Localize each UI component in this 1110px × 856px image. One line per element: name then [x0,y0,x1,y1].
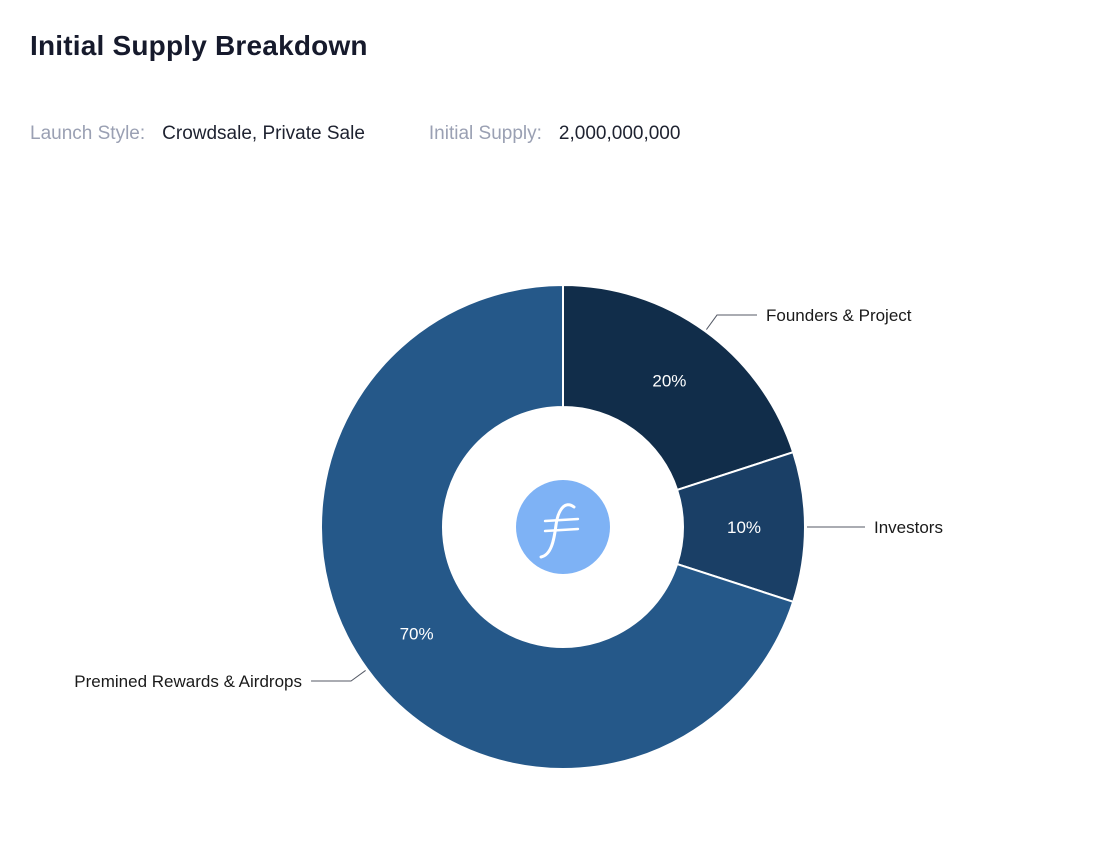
value-label-founders-and-project: 20% [652,372,686,391]
supply-meta: Launch Style: Crowdsale, Private Sale In… [30,123,680,145]
category-label-premined-rewards-and-airdrops: Premined Rewards & Airdrops [74,672,302,691]
value-label-premined-rewards-and-airdrops: 70% [400,624,434,643]
launch-style-value: Crowdsale, Private Sale [162,123,365,144]
filecoin-logo-icon [516,480,610,574]
donut-labels: 20% Founders & Project 10% Investors 70% Prem… [74,306,943,691]
logo-bar-bottom [543,527,580,533]
slice-premined-rewards-and-airdrops [320,284,795,770]
initial-supply-value: 2,000,000,000 [558,123,681,144]
page-title: Initial Supply Breakdown [30,30,368,61]
category-label-founders-and-project: Founders & Project [766,306,912,325]
logo-badge [516,480,610,574]
launch-style-label: Launch Style: [30,123,146,144]
value-label-investors: 10% [727,518,761,537]
logo-stroke-f [539,503,576,559]
donut-leader-lines [311,314,865,682]
leader-line-founders-and-project [706,314,757,330]
category-label-investors: Investors [874,518,943,537]
leader-line-premined-rewards-and-airdrops [311,670,366,682]
slice-founders-and-project [562,284,795,491]
logo-bar-top [543,517,580,523]
initial-supply-label: Initial Supply: [428,123,542,144]
donut-slices [320,284,806,770]
